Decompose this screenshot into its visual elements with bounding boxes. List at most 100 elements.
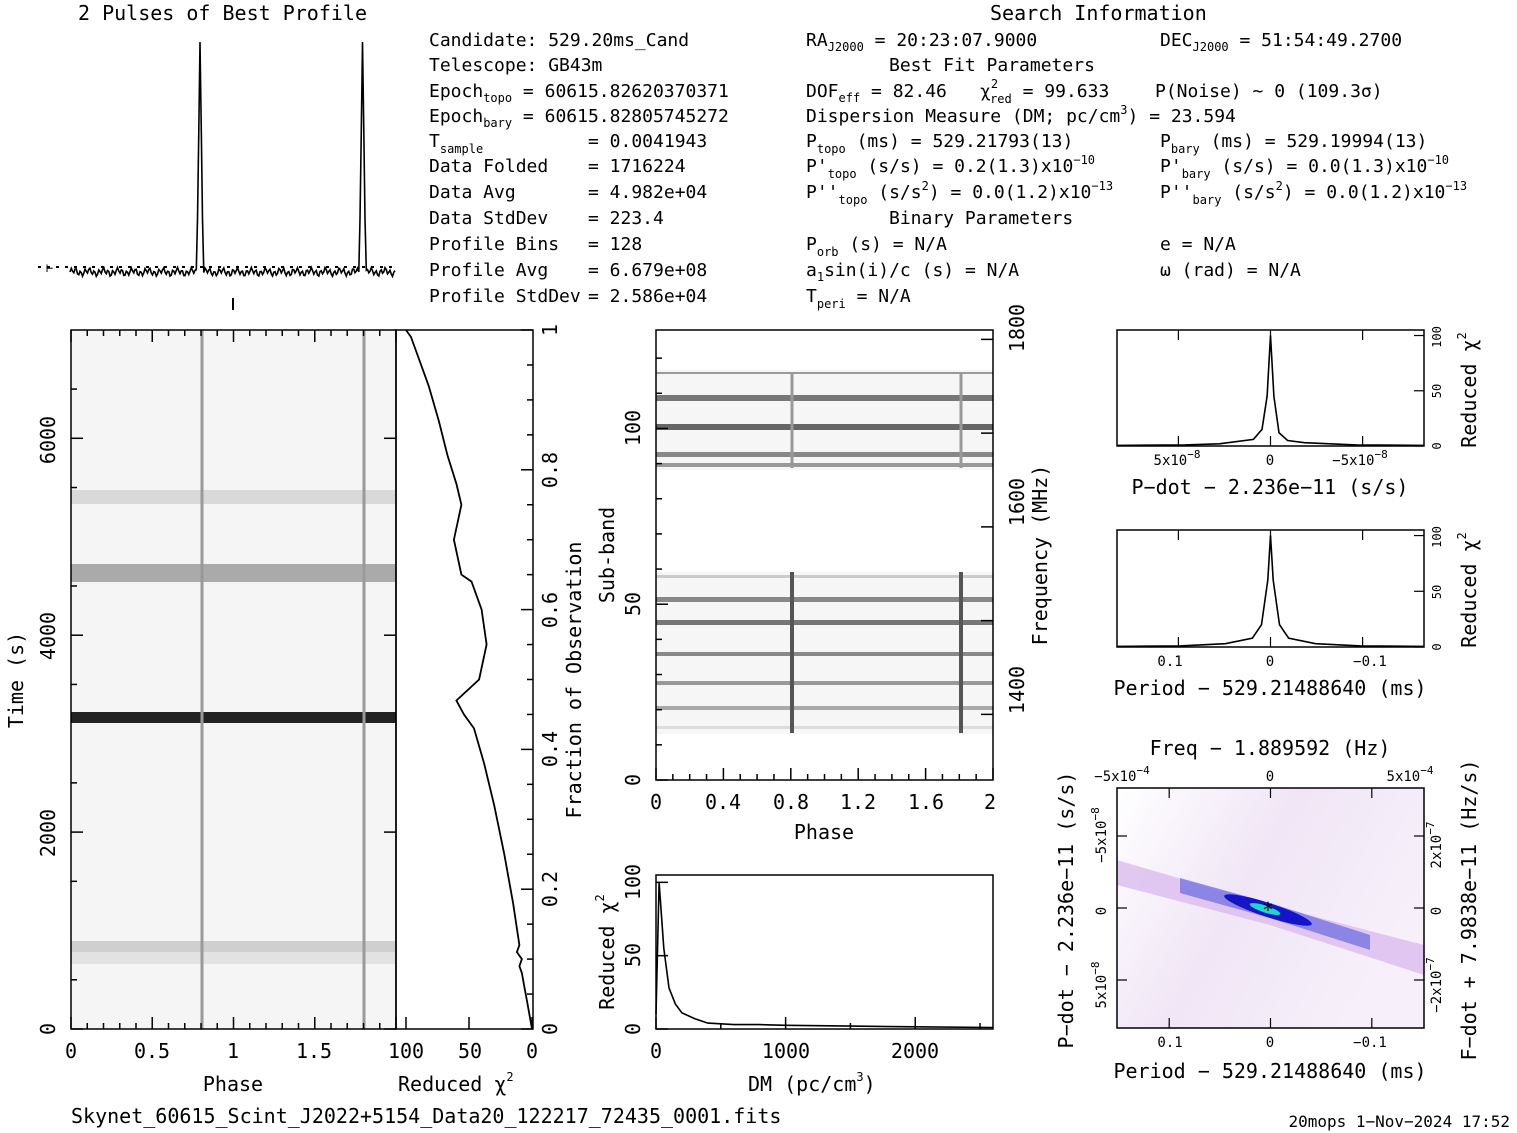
ra-value: = 20:23:07.9000	[864, 30, 1037, 51]
phase-xlabel: Phase	[203, 1072, 263, 1096]
bins-label: Profile Bins	[429, 234, 559, 255]
porb-sub: orb	[817, 245, 839, 259]
phase-tick-1.5: 1.5	[296, 1039, 332, 1063]
pddbary-value: (s/s	[1221, 182, 1275, 203]
pdtopo-value: (s/s) = 0.2(1.3)x10	[857, 156, 1074, 177]
epoch-topo-line: Epochtopo = 60615.82620370371	[429, 81, 729, 105]
pp-rtick-top: 2x10−7	[1424, 822, 1445, 869]
avg-value: = 4.982e+04	[588, 182, 707, 203]
pdot-xtick-right: −5x10−8	[1332, 448, 1387, 469]
epoch-topo-value: = 60615.82620370371	[512, 81, 729, 102]
pdot-xtick-left-text: 5x10	[1154, 453, 1188, 469]
period-xtick-right: −0.1	[1353, 654, 1387, 670]
profile-line	[69, 41, 396, 279]
band-5300	[71, 490, 396, 504]
tperi-line: Tperi = N/A	[806, 286, 911, 311]
pp-ytick-bottom-text: 5x10	[1094, 975, 1110, 1009]
period-xtick-left: 0.1	[1157, 654, 1182, 670]
pdot-xtick-right-text: −5x10	[1332, 453, 1374, 469]
period-xlabel: Period − 529.21488640 (ms)	[1113, 676, 1426, 700]
pp-rtick-bottom-exp: −7	[1424, 957, 1437, 970]
dm-ytick-100: 100	[621, 864, 645, 900]
period-ytick-100: 100	[1430, 526, 1444, 548]
pddtopo-sub: topo	[839, 193, 868, 207]
pbary-sub: bary	[1171, 142, 1200, 156]
pdbary-label: P'	[1160, 156, 1182, 177]
band-4600	[71, 564, 396, 582]
dm-ylabel-text: Reduced χ	[595, 901, 619, 1009]
porb-line: Porb (s) = N/A	[806, 234, 947, 259]
phase2-tick-1.6: 1.6	[908, 790, 944, 814]
pdot-xtick-left-exp: −8	[1187, 448, 1200, 461]
subband-phase-plot: 0 50 100 Sub-band 1400 1600 1800 Frequen…	[595, 304, 1052, 844]
pdtopo-label: P'	[806, 156, 828, 177]
epoch-bary-label: Epoch	[429, 106, 483, 127]
period-ticks	[1177, 530, 1424, 648]
redchi-time-line	[405, 329, 533, 1030]
pdot-ticks	[1177, 330, 1424, 447]
freq-top-label: Freq − 1.889592 (Hz)	[1150, 736, 1391, 760]
pstd-label: Profile StdDev	[429, 286, 581, 307]
subband-tick-50: 50	[621, 592, 645, 616]
dec-sub: J2000	[1193, 40, 1229, 54]
subband-row	[656, 424, 993, 430]
period-ytick-50: 50	[1430, 585, 1444, 599]
ptopo-sub: topo	[817, 142, 846, 156]
pp-ylabel: P−dot − 2.236e−11 (s/s)	[1054, 772, 1078, 1049]
pdot-ytick-100: 100	[1430, 326, 1444, 348]
dm-plot: 0 50 100 Reduced χ2 0 1000 2000 DM (pc/c…	[593, 864, 994, 1096]
dm-line: Dispersion Measure (DM; pc/cm3) = 23.594	[806, 103, 1236, 127]
pdot-ytick-50: 50	[1430, 384, 1444, 398]
pdot-plot: 5x10−8 0 −5x10−8 P−dot − 2.236e−11 (s/s)…	[1116, 326, 1481, 499]
dof-label: DOF	[806, 81, 839, 102]
pddtopo-value: (s/s	[867, 182, 921, 203]
pbary-value: (ms) = 529.19994(13)	[1200, 131, 1428, 152]
subband-row	[656, 620, 993, 625]
redchi-xlabel: Reduced χ2	[398, 1070, 514, 1096]
redchi-xlabel-text: Reduced χ	[398, 1072, 506, 1096]
dm-xlabel: DM (pc/cm3)	[748, 1070, 876, 1096]
phase-tick-0.5: 0.5	[134, 1039, 170, 1063]
dm-label: Dispersion Measure (DM; pc/cm	[806, 106, 1120, 127]
avg-label: Data Avg	[429, 182, 516, 203]
pddtopo-exp: −13	[1091, 179, 1113, 193]
dm-ylabel: Reduced χ2	[593, 894, 619, 1010]
search-title: Search Information	[990, 1, 1207, 25]
phase2-tick-0: 0	[650, 790, 662, 814]
redchi-xlabel-sup: 2	[506, 1070, 513, 1084]
phase2-tick-1.2: 1.2	[840, 790, 876, 814]
subband-rows	[656, 370, 993, 734]
pstd-value: = 2.586e+04	[588, 286, 707, 307]
time-tick-6000: 6000	[36, 416, 60, 464]
pdbary-line: P'bary (s/s) = 0.0(1.3)x10−10	[1160, 153, 1449, 181]
pp-map-best-marker: *	[1262, 898, 1274, 922]
pnoise-line: P(Noise) ~ 0 (109.3σ)	[1155, 81, 1383, 102]
phase2-tick-0.8: 0.8	[773, 790, 809, 814]
band-3200	[71, 712, 396, 723]
tsample-sub: sample	[440, 142, 483, 156]
freq-top-tick-0: 0	[1266, 769, 1274, 785]
pdot-ylabel-text: Reduced χ	[1457, 339, 1481, 447]
time-phase-bg	[71, 330, 396, 1029]
ptopo-label: P	[806, 131, 817, 152]
a1-line: a1sin(i)/c (s) = N/A	[806, 260, 1019, 284]
phase2-xlabel: Phase	[794, 820, 854, 844]
pp-ticks	[1117, 788, 1424, 1028]
subband-tick-100: 100	[621, 410, 645, 446]
footer-stamp: 20mops 1−Nov−2024 17:52	[1288, 1112, 1510, 1131]
dm-ytick-50: 50	[621, 943, 645, 967]
epoch-topo-sub: topo	[483, 91, 512, 105]
dm-ticks	[655, 881, 981, 1030]
period-ylabel-sup: 2	[1455, 532, 1469, 539]
pddbary-line: P''bary (s/s2) = 0.0(1.2)x10−13	[1160, 179, 1467, 207]
subband-row	[656, 395, 993, 401]
frac-tick-0.2: 0.2	[538, 871, 562, 907]
subband-ticks	[655, 338, 994, 781]
subband-row	[656, 452, 993, 457]
profile-plot: ⊢	[38, 41, 396, 310]
band-800	[71, 941, 396, 952]
frac-tick-0: 0	[538, 1023, 562, 1035]
pdot-line	[1116, 335, 1425, 447]
pdot-xlabel: P−dot − 2.236e−11 (s/s)	[1132, 475, 1409, 499]
